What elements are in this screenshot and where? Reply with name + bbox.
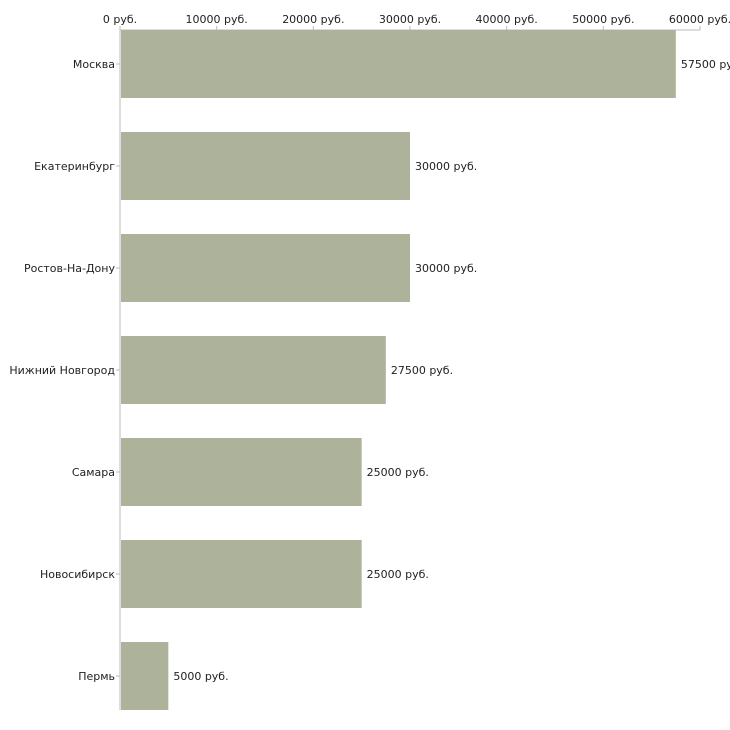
category-label: Москва [73,58,115,71]
value-label: 30000 руб. [415,160,477,173]
bar [121,540,362,608]
bar [121,30,676,98]
value-label: 30000 руб. [415,262,477,275]
bar [121,336,386,404]
x-axis: 0 руб. 10000 руб. 20000 руб. 30000 руб. 4000… [103,13,730,31]
y-axis: Москва Екатеринбург Ростов-На-Дону Нижний Н… [9,30,121,710]
bar [121,642,169,710]
category-label: Новосибирск [40,568,115,581]
category-label: Самара [72,466,115,479]
bar [121,438,362,506]
x-tick-label: 60000 руб. [669,13,730,26]
bars: 57500 руб. 30000 руб. 30000 руб. 27500 руб.… [121,30,730,710]
value-label: 25000 руб. [367,466,429,479]
x-tick-label: 30000 руб. [379,13,441,26]
x-tick-label: 40000 руб. [476,13,538,26]
bar [121,234,410,302]
category-label: Пермь [78,670,115,683]
x-tick-label: 20000 руб. [282,13,344,26]
x-tick-label: 0 руб. [103,13,137,26]
x-tick-label: 10000 руб. [186,13,248,26]
category-label: Екатеринбург [34,160,115,173]
bar [121,132,410,200]
category-label: Ростов-На-Дону [24,262,115,275]
value-label: 57500 руб. [681,58,730,71]
value-label: 5000 руб. [173,670,228,683]
category-label: Нижний Новгород [9,364,115,377]
value-label: 25000 руб. [367,568,429,581]
x-tick-label: 50000 руб. [572,13,634,26]
value-label: 27500 руб. [391,364,453,377]
